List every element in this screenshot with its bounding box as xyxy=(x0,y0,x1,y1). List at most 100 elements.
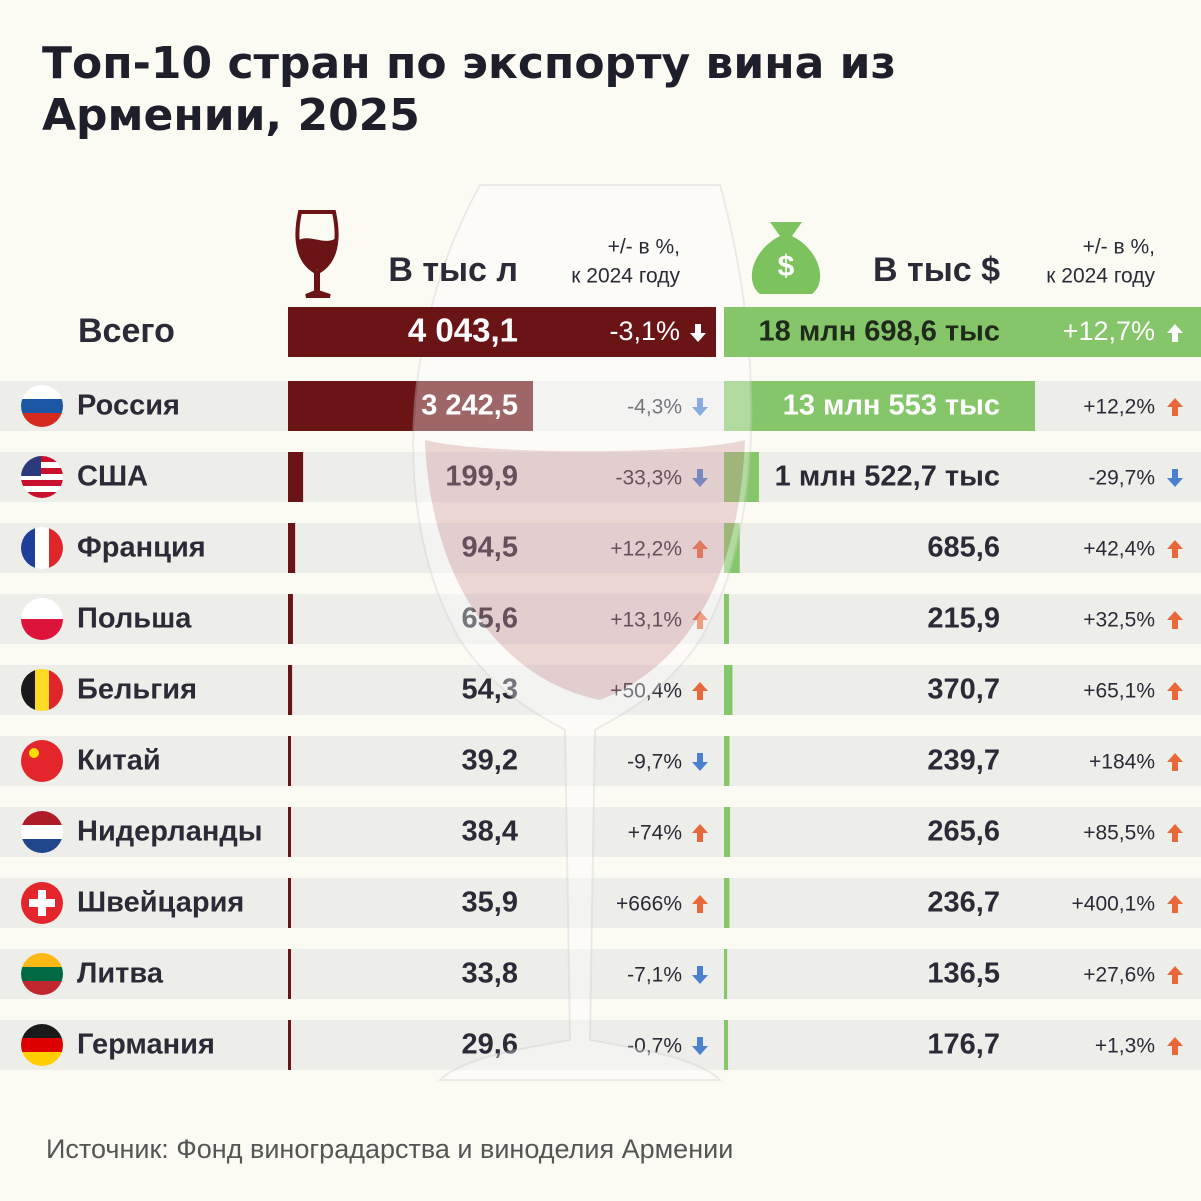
trend-arrow xyxy=(1167,469,1183,487)
usd-change: +32,5% xyxy=(1083,609,1155,632)
trend-arrow xyxy=(692,682,708,700)
usd-change: +42,4% xyxy=(1083,538,1155,561)
country: Литва xyxy=(77,958,164,990)
flag-stripe xyxy=(21,385,63,400)
usd-change: -29,7% xyxy=(1088,467,1155,490)
usd-bar xyxy=(724,523,740,573)
flag-stripe xyxy=(49,669,63,711)
flag xyxy=(21,456,63,498)
liters-value: 33,8 xyxy=(462,958,518,990)
liters-value: 3 242,5 xyxy=(421,390,518,422)
row-band xyxy=(0,452,1201,502)
usd-bar xyxy=(724,452,759,502)
flag-stripe xyxy=(21,839,63,853)
flag-stripe xyxy=(35,669,50,711)
row-band xyxy=(0,665,1201,715)
trend-arrow xyxy=(692,824,708,842)
liters-value: 65,6 xyxy=(462,603,518,635)
usd-bar xyxy=(724,665,733,715)
trend-arrow xyxy=(1167,1037,1183,1055)
flag-stripe xyxy=(21,825,63,840)
liters-bar xyxy=(288,878,291,928)
row-band xyxy=(0,594,1201,644)
wine-glass-backdrop xyxy=(412,184,753,1081)
liters-bar xyxy=(288,736,291,786)
trend-arrow xyxy=(692,753,708,771)
flag-stripe xyxy=(21,474,63,480)
liters-bar xyxy=(288,949,291,999)
liters-change: +50,4% xyxy=(610,680,682,703)
usd-bar xyxy=(724,807,731,857)
flag xyxy=(21,598,63,640)
flag-stripe xyxy=(21,456,63,462)
flag-stripe xyxy=(49,527,63,569)
total-usd: 18 млн 698,6 тыс xyxy=(759,316,1001,348)
header-change: к 2024 году xyxy=(1046,265,1155,288)
usd-value: 136,5 xyxy=(927,958,1000,990)
liters-bar xyxy=(288,523,296,573)
usd-change: +85,5% xyxy=(1083,822,1155,845)
country: Франция xyxy=(77,532,206,564)
usd-bar xyxy=(724,1020,729,1070)
flag xyxy=(21,385,63,427)
usd-value: 239,7 xyxy=(927,745,1000,777)
liters-change: -0,7% xyxy=(627,1035,682,1058)
trend-arrow xyxy=(1167,540,1183,558)
usd-bar xyxy=(724,736,730,786)
usd-value: 265,6 xyxy=(927,816,1000,848)
liters-change: +12,2% xyxy=(610,538,682,561)
flag-stripe xyxy=(21,486,63,492)
flag-stripe xyxy=(21,811,63,826)
trend-arrow xyxy=(1167,324,1183,342)
usd-change: +27,6% xyxy=(1083,964,1155,987)
usd-value: 370,7 xyxy=(927,674,1000,706)
liters-change: -7,1% xyxy=(627,964,682,987)
usd-change: +1,3% xyxy=(1095,1035,1155,1058)
liters-value: 94,5 xyxy=(462,532,518,564)
trend-arrow xyxy=(692,611,708,629)
total-liters: 4 043,1 xyxy=(408,312,518,349)
header-change: к 2024 году xyxy=(571,265,680,288)
liters-bar xyxy=(288,1020,291,1070)
row-band xyxy=(0,949,1201,999)
title-line: Топ-10 стран по экспорту вина из xyxy=(42,38,896,89)
flag-cross xyxy=(29,899,55,907)
usd-change: +65,1% xyxy=(1083,680,1155,703)
money-bag-icon: $ xyxy=(751,222,821,294)
flag-stripe xyxy=(21,413,63,427)
usd-value: 176,7 xyxy=(927,1029,1000,1061)
usd-value: 1 млн 522,7 тыс xyxy=(775,461,1000,493)
flag-stripe xyxy=(21,468,63,474)
flag-stripe xyxy=(21,619,63,640)
liters-value: 54,3 xyxy=(462,674,518,706)
usd-value: 236,7 xyxy=(927,887,1000,919)
trend-arrow xyxy=(1167,895,1183,913)
trend-arrow xyxy=(690,324,706,342)
liters-bar xyxy=(288,381,533,431)
liters-value: 35,9 xyxy=(462,887,518,919)
rows: Россия 3 242,5 -4,3% 13 млн 553 тыс +12,2% СШ… xyxy=(0,381,1201,1070)
trend-arrow xyxy=(692,895,708,913)
country: Россия xyxy=(77,390,180,422)
liters-bar xyxy=(288,807,291,857)
row-band xyxy=(0,807,1201,857)
usd-change: +184% xyxy=(1089,751,1155,774)
trend-arrow xyxy=(1167,753,1183,771)
usd-bar xyxy=(724,878,730,928)
flag-stripe xyxy=(21,462,63,468)
flag xyxy=(21,669,63,711)
header-change: +/- в %, xyxy=(608,236,680,259)
liters-value: 39,2 xyxy=(462,745,518,777)
flag-field xyxy=(21,740,63,782)
trend-arrow xyxy=(692,540,708,558)
usd-value: 13 млн 553 тыс xyxy=(783,390,1000,422)
trend-arrow xyxy=(1167,398,1183,416)
total-usd-change: +12,7% xyxy=(1063,316,1155,346)
liters-value: 199,9 xyxy=(445,461,518,493)
usd-value: 685,6 xyxy=(927,532,1000,564)
header-usd: В тыс $ xyxy=(873,251,1000,289)
usd-bar xyxy=(724,594,729,644)
trend-arrow xyxy=(692,966,708,984)
country: Нидерланды xyxy=(77,816,263,848)
